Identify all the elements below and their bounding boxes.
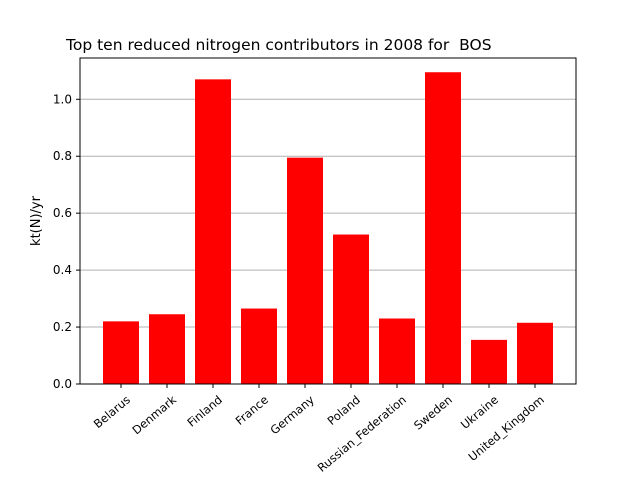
y-axis-label: kt(N)/yr bbox=[29, 195, 44, 246]
x-tick-label: Belarus bbox=[91, 393, 133, 432]
y-tick-label: 0.4 bbox=[53, 263, 72, 277]
x-tick-label: Finland bbox=[184, 393, 224, 430]
bar-germany bbox=[287, 157, 323, 384]
x-tick-label: Sweden bbox=[411, 393, 455, 433]
x-tick-label: Poland bbox=[325, 393, 363, 428]
y-tick-label: 0.8 bbox=[53, 149, 72, 163]
y-tick-label: 0.0 bbox=[53, 377, 72, 391]
x-tick-label: Ukraine bbox=[458, 393, 501, 432]
x-tick-label: France bbox=[233, 393, 271, 428]
y-tick-label: 0.2 bbox=[53, 320, 72, 334]
bar-united-kingdom bbox=[517, 322, 553, 384]
x-tick-label: Germany bbox=[267, 392, 317, 437]
y-tick-label: 0.6 bbox=[53, 206, 72, 220]
bar-france bbox=[241, 308, 277, 384]
bar-poland bbox=[333, 234, 369, 384]
y-axis-ticks: 0.0 0.2 0.4 0.6 0.8 1.0 bbox=[53, 92, 80, 391]
bar-finland bbox=[195, 79, 231, 385]
bar-russian-federation bbox=[379, 318, 415, 384]
chart-title: Top ten reduced nitrogen contributors in… bbox=[65, 36, 492, 54]
plot-area-frame bbox=[79, 57, 577, 385]
bars bbox=[103, 72, 553, 385]
bar-belarus bbox=[103, 321, 139, 384]
grid-lines bbox=[80, 98, 576, 328]
bar-ukraine bbox=[471, 339, 507, 384]
x-tick-label: Denmark bbox=[129, 392, 179, 437]
x-tick-label: Russian_Federation bbox=[315, 393, 409, 475]
bar-denmark bbox=[149, 314, 185, 384]
bar-sweden bbox=[425, 72, 461, 384]
y-tick-label: 1.0 bbox=[53, 92, 72, 106]
